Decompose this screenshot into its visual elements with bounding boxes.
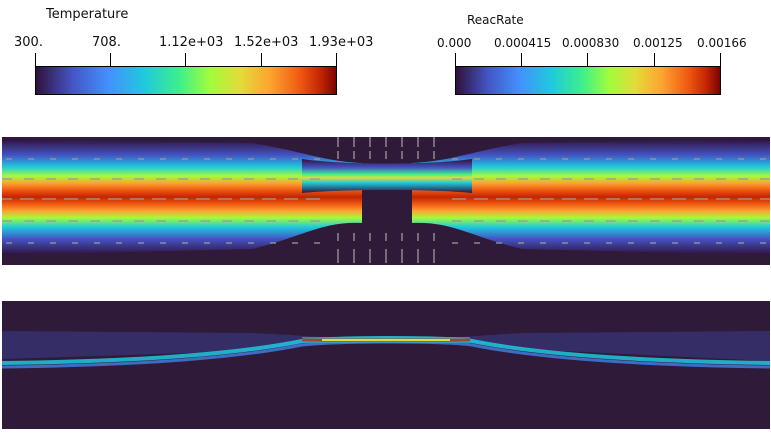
hot-band-right xyxy=(412,139,770,255)
temperature-tick-label: 708. xyxy=(92,35,121,50)
flame-neck xyxy=(302,159,472,193)
reacrate-tick-label: 0.00166 xyxy=(697,36,747,50)
temperature-tick-label: 300. xyxy=(14,35,43,50)
reacrate-tick-label: 0.000415 xyxy=(494,36,552,50)
hot-band-left xyxy=(2,139,362,255)
temperature-tick-mark xyxy=(110,53,111,66)
temperature-colorbar xyxy=(35,66,337,95)
temperature-tick-label: 1.52e+03 xyxy=(234,35,299,50)
temperature-field-plot xyxy=(2,137,770,263)
reacrate-tick-mark xyxy=(587,53,588,66)
reacrate-tick-mark xyxy=(455,53,456,66)
reacrate-field-view[interactable] xyxy=(2,301,770,429)
reacrate-colorbar xyxy=(455,66,721,95)
temperature-legend-title: Temperature xyxy=(46,7,129,22)
temperature-field-view[interactable] xyxy=(2,137,770,265)
reacrate-tick-label: 0.00125 xyxy=(633,36,683,50)
reacrate-tick-mark xyxy=(654,53,655,66)
temperature-tick-label: 1.93e+03 xyxy=(309,35,374,50)
reacrate-tick-mark xyxy=(521,53,522,66)
reacrate-legend-title: ReacRate xyxy=(467,13,524,27)
reaction-zone-upper xyxy=(2,331,770,361)
temperature-tick-mark xyxy=(35,53,36,66)
temperature-tick-mark xyxy=(336,53,337,66)
reacrate-tick-label: 0.000830 xyxy=(562,36,620,50)
temperature-tick-mark xyxy=(261,53,262,66)
reacrate-field-plot xyxy=(2,331,770,369)
velocity-vectors xyxy=(2,137,770,263)
temperature-tick-mark xyxy=(185,53,186,66)
reaction-peak-core xyxy=(322,339,450,341)
reacrate-tick-label: 0.000 xyxy=(437,36,472,50)
temperature-tick-label: 1.12e+03 xyxy=(159,35,224,50)
reacrate-tick-mark xyxy=(720,53,721,66)
